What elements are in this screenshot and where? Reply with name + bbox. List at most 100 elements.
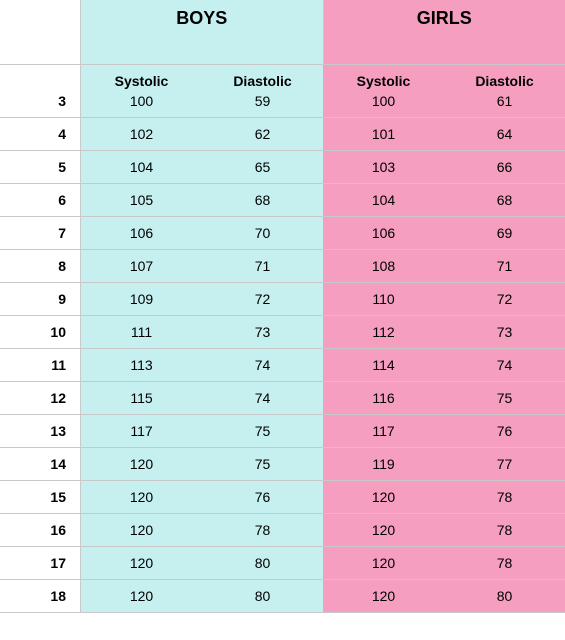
girls-section: 11072 (323, 283, 565, 315)
boys-section: 12078 (81, 514, 323, 546)
boys-systolic-cell: 120 (81, 580, 202, 612)
table-row: 91097211072 (0, 283, 565, 316)
table-row: 151207612078 (0, 481, 565, 514)
boys-systolic-cell: 120 (81, 514, 202, 546)
girls-section: 10061 (323, 91, 565, 117)
boys-diastolic-cell: 59 (202, 91, 323, 117)
boys-section: 12076 (81, 481, 323, 513)
table-row: 121157411675 (0, 382, 565, 415)
boys-systolic-cell: 115 (81, 382, 202, 414)
age-cell: 4 (0, 118, 81, 150)
girls-section: 12078 (323, 514, 565, 546)
girls-section: 11273 (323, 316, 565, 348)
girls-section: 12078 (323, 481, 565, 513)
boys-diastolic-cell: 74 (202, 382, 323, 414)
girls-systolic-cell: 117 (323, 415, 444, 447)
table-row: 51046510366 (0, 151, 565, 184)
boys-section: 12080 (81, 580, 323, 612)
boys-diastolic-cell: 80 (202, 547, 323, 579)
age-cell: 18 (0, 580, 81, 612)
boys-diastolic-cell: 73 (202, 316, 323, 348)
table-row: 111137411474 (0, 349, 565, 382)
boys-systolic-cell: 113 (81, 349, 202, 381)
boys-diastolic-cell: 75 (202, 415, 323, 447)
boys-systolic-cell: 105 (81, 184, 202, 216)
boys-section: 12075 (81, 448, 323, 480)
boys-diastolic-cell: 62 (202, 118, 323, 150)
table-row: 161207812078 (0, 514, 565, 547)
age-cell: 10 (0, 316, 81, 348)
girls-diastolic-cell: 78 (444, 481, 565, 513)
table-row: 41026210164 (0, 118, 565, 151)
girls-systolic-cell: 120 (323, 481, 444, 513)
boys-section: 10262 (81, 118, 323, 150)
boys-systolic-header: Systolic (81, 65, 202, 91)
boys-systolic-cell: 102 (81, 118, 202, 150)
girls-diastolic-cell: 78 (444, 547, 565, 579)
girls-systolic-cell: 101 (323, 118, 444, 150)
girls-systolic-cell: 116 (323, 382, 444, 414)
boys-systolic-cell: 106 (81, 217, 202, 249)
age-cell: 16 (0, 514, 81, 546)
boys-systolic-cell: 100 (81, 91, 202, 117)
girls-systolic-cell: 104 (323, 184, 444, 216)
girls-section: 11776 (323, 415, 565, 447)
age-cell: 14 (0, 448, 81, 480)
girls-section: 11977 (323, 448, 565, 480)
table-row: 710670106 69 (0, 217, 565, 250)
girls-diastolic-cell: 69 (444, 217, 565, 249)
girls-section: 10871 (323, 250, 565, 282)
table-row: 171208012078 (0, 547, 565, 580)
age-cell: 17 (0, 547, 81, 579)
table-row: 31005910061 (0, 91, 565, 118)
boys-diastolic-cell: 72 (202, 283, 323, 315)
girls-diastolic-header: Diastolic (444, 65, 565, 91)
age-cell: 5 (0, 151, 81, 183)
girls-section: 10468 (323, 184, 565, 216)
age-cell: 12 (0, 382, 81, 414)
boys-section: 10465 (81, 151, 323, 183)
boys-diastolic-cell: 68 (202, 184, 323, 216)
age-cell: 11 (0, 349, 81, 381)
girls-diastolic-cell: 61 (444, 91, 565, 117)
girls-diastolic-cell: 74 (444, 349, 565, 381)
boys-section: 12080 (81, 547, 323, 579)
boys-section: 10059 (81, 91, 323, 117)
age-subheader-blank (0, 65, 81, 91)
table-row: 101117311273 (0, 316, 565, 349)
girls-diastolic-cell: 76 (444, 415, 565, 447)
girls-diastolic-cell: 68 (444, 184, 565, 216)
girls-section: 12080 (323, 580, 565, 612)
table-row: 81077110871 (0, 250, 565, 283)
boys-systolic-cell: 109 (81, 283, 202, 315)
boys-diastolic-cell: 74 (202, 349, 323, 381)
boys-systolic-cell: 117 (81, 415, 202, 447)
girls-systolic-cell: 120 (323, 514, 444, 546)
boys-diastolic-cell: 78 (202, 514, 323, 546)
boys-systolic-cell: 120 (81, 481, 202, 513)
boys-section: 10771 (81, 250, 323, 282)
age-cell: 8 (0, 250, 81, 282)
boys-systolic-cell: 120 (81, 448, 202, 480)
age-header-blank (0, 0, 81, 64)
girls-diastolic-cell: 73 (444, 316, 565, 348)
boys-header: BOYS (81, 0, 324, 64)
boys-section: 10670 (81, 217, 323, 249)
boys-systolic-cell: 104 (81, 151, 202, 183)
girls-systolic-cell: 108 (323, 250, 444, 282)
girls-systolic-cell: 114 (323, 349, 444, 381)
age-cell: 9 (0, 283, 81, 315)
girls-systolic-cell: 120 (323, 547, 444, 579)
header-row: BOYS GIRLS (0, 0, 565, 65)
girls-section: 11474 (323, 349, 565, 381)
girls-section: 10164 (323, 118, 565, 150)
age-cell: 3 (0, 91, 81, 117)
boys-section: 11173 (81, 316, 323, 348)
age-cell: 7 (0, 217, 81, 249)
subheader-row: Systolic Diastolic Systolic Diastolic (0, 65, 565, 91)
boys-section: 11574 (81, 382, 323, 414)
bp-table: BOYS GIRLS Systolic Diastolic Systolic D… (0, 0, 565, 613)
boys-section: 10972 (81, 283, 323, 315)
table-row: 131177511776 (0, 415, 565, 448)
girls-systolic-cell: 100 (323, 91, 444, 117)
